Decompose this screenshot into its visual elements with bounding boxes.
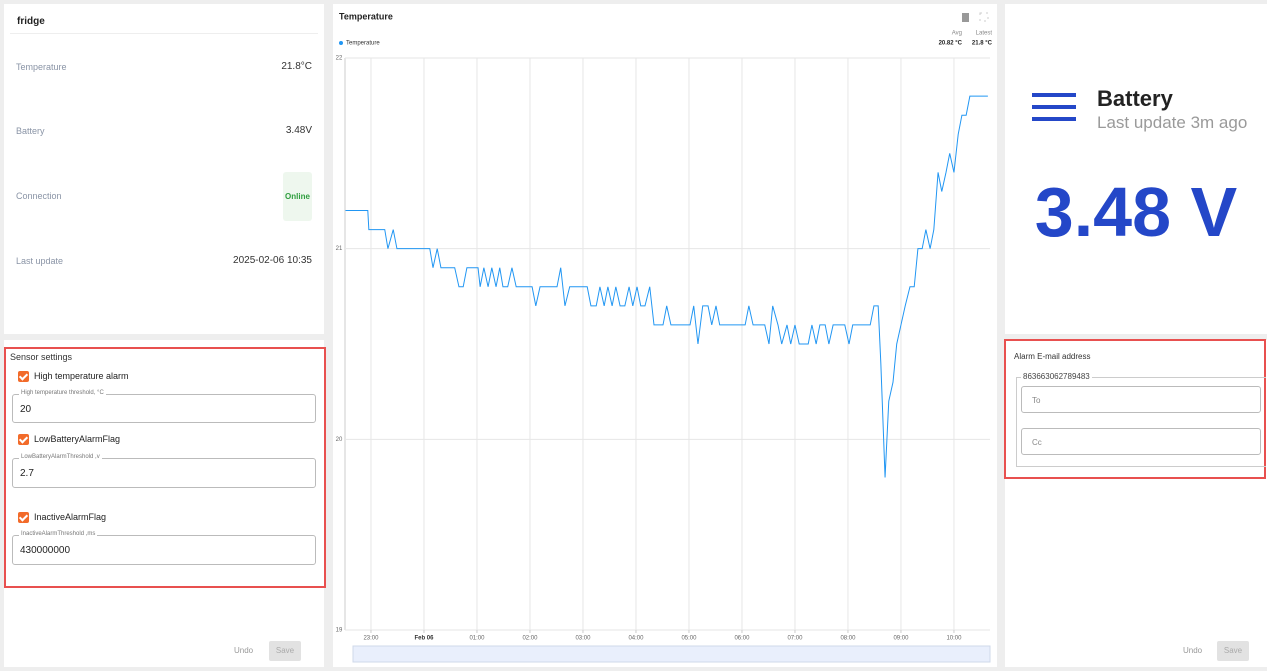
checkbox-label: High temperature alarm — [34, 371, 129, 381]
field-label: High temperature threshold, °C — [19, 390, 106, 396]
undo-button[interactable]: Undo — [1183, 646, 1203, 655]
section-title: Sensor settings — [10, 352, 73, 362]
device-card: fridge Temperature 21.8°C Battery 3.48V … — [4, 4, 324, 334]
row-value: 21.8°C — [281, 61, 312, 72]
status-badge: Online — [283, 172, 312, 221]
y-tick-label: 22 — [336, 56, 343, 62]
field-value: 430000000 — [20, 545, 71, 556]
sensor-settings: Sensor settings High temperature alarm H… — [4, 347, 326, 588]
x-tick-label: 02:00 — [522, 636, 538, 642]
checkbox-label: InactiveAlarmFlag — [34, 512, 107, 522]
x-tick-label: 03:00 — [575, 636, 591, 642]
y-tick-label: 21 — [336, 246, 343, 252]
row-label: Temperature — [16, 62, 67, 72]
stat-value: 20.82 °C — [939, 41, 963, 47]
y-tick-label: 20 — [336, 437, 343, 443]
divider — [10, 33, 318, 34]
x-tick-label: 23:00 — [363, 636, 379, 642]
x-tick-label: 08:00 — [840, 636, 856, 642]
stat-label: Latest — [976, 31, 993, 37]
to-field[interactable]: To — [1021, 386, 1261, 413]
field-label: InactiveAlarmThreshold ,ms — [19, 531, 98, 537]
placeholder: To — [1032, 396, 1041, 405]
text-field[interactable]: High temperature threshold, °C 20 — [12, 390, 316, 423]
chart: Temperature Avg Latest 20.82 °C 21.8 °C … — [336, 11, 993, 663]
menu-icon — [1032, 105, 1076, 109]
legend-marker — [339, 41, 343, 45]
checkbox[interactable] — [18, 512, 29, 523]
chart-title: Temperature — [339, 11, 393, 21]
card-title: fridge — [17, 16, 45, 27]
checkbox[interactable] — [18, 434, 29, 445]
stat-label: Avg — [952, 31, 962, 37]
chart-card — [333, 4, 997, 667]
save-button[interactable]: Save — [269, 641, 301, 661]
row-label: Last update — [16, 256, 64, 266]
row-value: 2025-02-06 10:35 — [233, 255, 312, 266]
placeholder: Cc — [1032, 438, 1042, 447]
data-line — [345, 95, 988, 478]
field-value: 2.7 — [20, 468, 34, 479]
checkbox-label: LowBatteryAlarmFlag — [34, 434, 121, 444]
text-field[interactable]: LowBatteryAlarmThreshold ,v 2.7 — [12, 454, 316, 488]
cc-field[interactable]: Cc — [1021, 428, 1261, 455]
x-tick-label: 07:00 — [787, 636, 803, 642]
x-tick-label: 09:00 — [893, 636, 909, 642]
legend-label: Temperature — [346, 41, 380, 47]
x-tick-label: 04:00 — [628, 636, 644, 642]
x-tick-label: 10:00 — [946, 636, 962, 642]
row-label: Battery — [16, 126, 45, 136]
email-group: 863663062789483 To Cc — [1016, 372, 1266, 467]
x-tick-label: 01:00 — [469, 636, 485, 642]
download-icon[interactable] — [962, 13, 969, 22]
field-label: LowBatteryAlarmThreshold ,v — [19, 454, 102, 460]
battery-subtitle: Last update 3m ago — [1097, 113, 1248, 132]
menu-icon — [1032, 117, 1076, 121]
battery-card: Battery Last update 3m ago 3.48 V — [1005, 4, 1267, 334]
save-button[interactable]: Save — [1217, 641, 1249, 661]
y-tick-label: 19 — [336, 628, 343, 634]
group-label: 863663062789483 — [1021, 372, 1092, 381]
menu-icon — [1032, 93, 1076, 97]
battery-value: 3.48 V — [1034, 173, 1238, 251]
section-title: Alarm E-mail address — [1014, 352, 1091, 361]
navigator[interactable] — [352, 645, 991, 663]
text-field[interactable]: InactiveAlarmThreshold ,ms 430000000 — [12, 531, 316, 565]
battery-title: Battery — [1097, 86, 1173, 111]
x-tick-label: 05:00 — [681, 636, 697, 642]
row-value: 3.48V — [285, 125, 312, 136]
x-tick-label: 06:00 — [734, 636, 750, 642]
field-value: 20 — [20, 404, 32, 415]
checkbox[interactable] — [18, 371, 29, 382]
alarm-email: Alarm E-mail address 863663062789483 To … — [1004, 339, 1266, 479]
stat-value: 21.8 °C — [972, 41, 993, 47]
undo-button[interactable]: Undo — [234, 646, 254, 655]
fullscreen-icon[interactable] — [979, 12, 989, 22]
x-tick-label: Feb 06 — [414, 636, 434, 642]
row-label: Connection — [16, 191, 62, 201]
